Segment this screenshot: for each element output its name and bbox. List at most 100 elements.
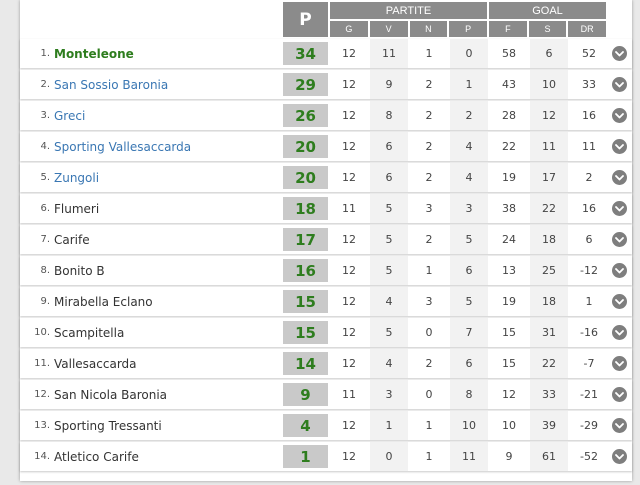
chevron-down-icon[interactable] bbox=[611, 139, 627, 154]
chevron-down-icon[interactable] bbox=[611, 77, 627, 92]
team-name[interactable]: Greci bbox=[54, 108, 86, 123]
team-name[interactable]: San Sossio Baronia bbox=[54, 77, 169, 92]
chevron-down-icon[interactable] bbox=[611, 108, 627, 123]
row-expand-button[interactable] bbox=[608, 442, 630, 471]
standings-row[interactable]: 5. Zungoli 20 12 6 2 4 19 17 2 bbox=[20, 163, 632, 192]
row-expand-button[interactable] bbox=[608, 225, 630, 254]
position-number: 1. bbox=[40, 48, 50, 59]
chevron-down-icon[interactable] bbox=[611, 387, 627, 402]
wins: 3 bbox=[370, 380, 408, 409]
losses: 10 bbox=[450, 411, 488, 440]
points-value: 4 bbox=[283, 414, 328, 437]
team-name[interactable]: Sporting Vallesaccarda bbox=[54, 139, 192, 154]
position-number: 6. bbox=[40, 203, 50, 214]
standings-row[interactable]: 2. San Sossio Baronia 29 12 9 2 1 43 10 33 bbox=[20, 70, 632, 99]
draws: 1 bbox=[425, 47, 433, 60]
games-played: 12 bbox=[342, 357, 356, 370]
row-expand-button[interactable] bbox=[608, 70, 630, 99]
row-expand-button[interactable] bbox=[608, 101, 630, 130]
wins: 5 bbox=[370, 318, 408, 347]
points-value: 26 bbox=[283, 104, 328, 127]
row-expand-button[interactable] bbox=[608, 380, 630, 409]
chevron-down-icon[interactable] bbox=[611, 170, 627, 185]
goals-against: 22 bbox=[530, 194, 568, 223]
standings-row[interactable]: 13. Sporting Tressanti 4 12 1 1 10 10 39 -29 bbox=[20, 411, 632, 440]
goal-difference: 16 bbox=[582, 202, 596, 215]
chevron-down-icon[interactable] bbox=[611, 418, 627, 433]
goal-difference: -7 bbox=[583, 357, 595, 370]
goal-header-group: GOAL F S DR bbox=[489, 2, 606, 37]
standings-row[interactable]: 7. Carife 17 12 5 2 5 24 18 6 bbox=[20, 225, 632, 254]
draws: 2 bbox=[425, 109, 433, 122]
goals-for: 12 bbox=[502, 388, 516, 401]
header-dr: DR bbox=[568, 21, 606, 37]
header-f: F bbox=[489, 21, 527, 37]
standings-row[interactable]: 12. San Nicola Baronia 9 11 3 0 8 12 33 -21 bbox=[20, 380, 632, 409]
goals-for: 24 bbox=[502, 233, 516, 246]
goals-for: 13 bbox=[502, 264, 516, 277]
row-expand-button[interactable] bbox=[608, 194, 630, 223]
partite-header-group: PARTITE G V N P bbox=[330, 2, 487, 37]
header-p: P bbox=[449, 21, 487, 37]
row-expand-button[interactable] bbox=[608, 349, 630, 378]
standings-row[interactable]: 3. Greci 26 12 8 2 2 28 12 16 bbox=[20, 101, 632, 130]
team-name[interactable]: Vallesaccarda bbox=[54, 356, 137, 371]
row-expand-button[interactable] bbox=[608, 132, 630, 161]
row-expand-button[interactable] bbox=[608, 39, 630, 68]
losses: 4 bbox=[450, 132, 488, 161]
draws: 1 bbox=[425, 264, 433, 277]
points-value: 17 bbox=[283, 228, 328, 251]
goals-against: 17 bbox=[530, 163, 568, 192]
draws: 3 bbox=[425, 202, 433, 215]
team-name[interactable]: Bonito B bbox=[54, 263, 105, 278]
draws: 2 bbox=[425, 171, 433, 184]
team-name[interactable]: San Nicola Baronia bbox=[54, 387, 168, 402]
points-value: 20 bbox=[283, 166, 328, 189]
draws: 2 bbox=[425, 233, 433, 246]
chevron-down-icon[interactable] bbox=[611, 263, 627, 278]
chevron-down-icon[interactable] bbox=[611, 449, 627, 464]
chevron-down-icon[interactable] bbox=[611, 232, 627, 247]
goals-against: 10 bbox=[530, 70, 568, 99]
goals-against: 61 bbox=[530, 442, 568, 471]
games-played: 12 bbox=[342, 326, 356, 339]
team-name[interactable]: Scampitella bbox=[54, 325, 125, 340]
losses: 4 bbox=[450, 163, 488, 192]
goals-for: 15 bbox=[502, 357, 516, 370]
team-name[interactable]: Flumeri bbox=[54, 201, 100, 216]
wins: 5 bbox=[370, 225, 408, 254]
standings-row[interactable]: 6. Flumeri 18 11 5 3 3 38 22 16 bbox=[20, 194, 632, 223]
standings-row[interactable]: 8. Bonito B 16 12 5 1 6 13 25 -12 bbox=[20, 256, 632, 285]
team-name[interactable]: Atletico Carife bbox=[54, 449, 139, 464]
chevron-down-icon[interactable] bbox=[611, 294, 627, 309]
standings-row[interactable]: 11. Vallesaccarda 14 12 4 2 6 15 22 -7 bbox=[20, 349, 632, 378]
row-expand-button[interactable] bbox=[608, 163, 630, 192]
chevron-down-icon[interactable] bbox=[611, 46, 627, 61]
standings-row[interactable]: 4. Sporting Vallesaccarda 20 12 6 2 4 22 11 11 bbox=[20, 132, 632, 161]
goals-against: 39 bbox=[530, 411, 568, 440]
chevron-down-icon[interactable] bbox=[611, 325, 627, 340]
standings-row[interactable]: 14. Atletico Carife 1 12 0 1 11 9 61 -52 bbox=[20, 442, 632, 471]
points-value: 14 bbox=[283, 352, 328, 375]
team-name[interactable]: Zungoli bbox=[54, 170, 100, 185]
team-name[interactable]: Mirabella Eclano bbox=[54, 294, 153, 309]
row-expand-button[interactable] bbox=[608, 318, 630, 347]
standings-row[interactable]: 10. Scampitella 15 12 5 0 7 15 31 -16 bbox=[20, 318, 632, 347]
team-name[interactable]: Carife bbox=[54, 232, 90, 247]
row-expand-button[interactable] bbox=[608, 287, 630, 316]
position-number: 13. bbox=[34, 420, 50, 431]
row-expand-button[interactable] bbox=[608, 411, 630, 440]
standings-row[interactable]: 1. Monteleone 34 12 11 1 0 58 6 52 bbox=[20, 39, 632, 68]
standings-row[interactable]: 9. Mirabella Eclano 15 12 4 3 5 19 18 1 bbox=[20, 287, 632, 316]
team-name[interactable]: Monteleone bbox=[54, 46, 134, 61]
games-played: 12 bbox=[342, 78, 356, 91]
goals-for: 38 bbox=[502, 202, 516, 215]
points-value: 34 bbox=[283, 42, 328, 65]
goals-for: 43 bbox=[502, 78, 516, 91]
position-number: 5. bbox=[40, 172, 50, 183]
chevron-down-icon[interactable] bbox=[611, 201, 627, 216]
team-name[interactable]: Sporting Tressanti bbox=[54, 418, 162, 433]
wins: 4 bbox=[370, 349, 408, 378]
row-expand-button[interactable] bbox=[608, 256, 630, 285]
chevron-down-icon[interactable] bbox=[611, 356, 627, 371]
